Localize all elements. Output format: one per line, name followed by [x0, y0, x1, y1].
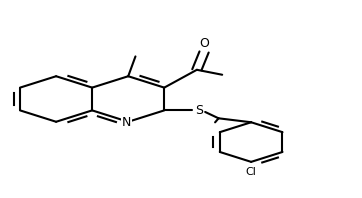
Text: S: S [195, 104, 203, 117]
Text: Cl: Cl [246, 167, 257, 177]
Text: N: N [122, 116, 131, 129]
Text: O: O [199, 37, 209, 50]
